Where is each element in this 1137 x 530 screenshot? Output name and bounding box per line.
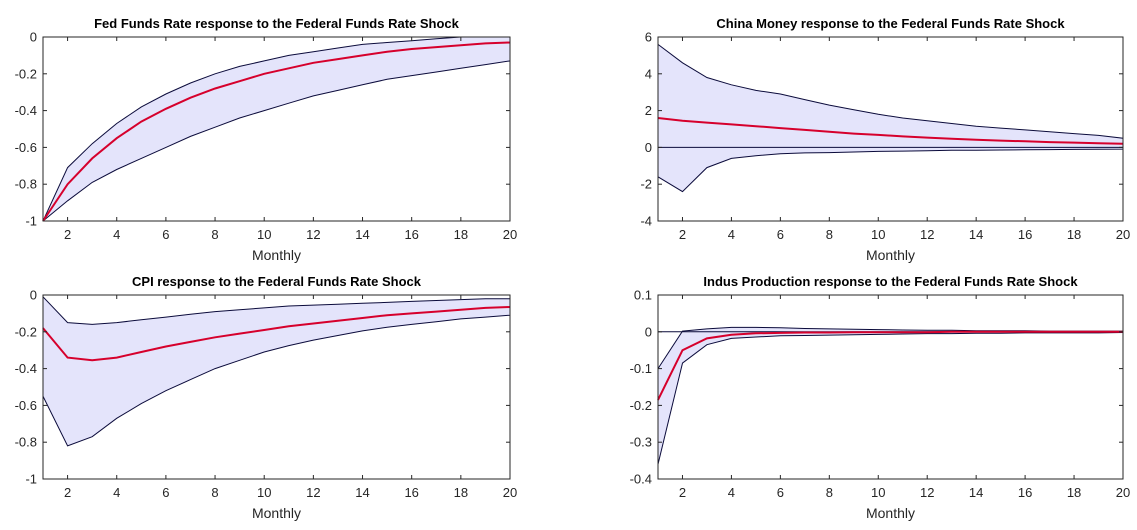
chart-title: CPI response to the Federal Funds Rate S… bbox=[132, 274, 422, 289]
x-tick-label: 16 bbox=[404, 227, 418, 242]
x-axis-label: Monthly bbox=[866, 247, 915, 263]
y-tick-label: 2 bbox=[645, 103, 652, 118]
x-tick-label: 8 bbox=[826, 227, 833, 242]
x-tick-label: 14 bbox=[969, 227, 983, 242]
x-tick-label: 12 bbox=[920, 485, 934, 500]
x-tick-label: 12 bbox=[920, 227, 934, 242]
y-tick-label: -0.2 bbox=[15, 66, 37, 81]
response-line bbox=[657, 117, 1124, 145]
x-tick-label: 2 bbox=[679, 485, 686, 500]
y-tick-label: -0.8 bbox=[15, 435, 37, 450]
chart-panel-3: 2 4 6 8 10 12 14 16 18 20 -1 -0.8 -0.6 -0.4 -0.2 0 CPI r… bbox=[15, 274, 518, 521]
x-tick-label: 10 bbox=[257, 227, 271, 242]
y-tick-label: -1 bbox=[25, 214, 37, 229]
x-axis-label: Monthly bbox=[252, 247, 301, 263]
x-tick-label: 20 bbox=[1116, 227, 1130, 242]
response-line bbox=[657, 330, 1123, 401]
y-tick-label: 0 bbox=[645, 140, 652, 155]
x-tick-label: 6 bbox=[777, 227, 784, 242]
y-tick-label: -1 bbox=[25, 472, 37, 487]
y-tick-label: 0.1 bbox=[634, 288, 652, 303]
plot-frame bbox=[42, 36, 511, 222]
y-tick-label: 4 bbox=[645, 66, 652, 81]
x-tick-label: 10 bbox=[871, 227, 885, 242]
confidence-band bbox=[657, 43, 1124, 193]
chart-title: Fed Funds Rate response to the Federal F… bbox=[94, 16, 460, 31]
x-axis-label: Monthly bbox=[252, 505, 301, 521]
x-tick-label: 20 bbox=[503, 227, 517, 242]
y-tick-label: -0.2 bbox=[630, 398, 652, 413]
y-tick-label: -0.3 bbox=[630, 435, 652, 450]
response-line bbox=[42, 306, 511, 362]
x-tick-label: 20 bbox=[503, 485, 517, 500]
x-tick-label: 8 bbox=[826, 485, 833, 500]
y-tick-label: 0 bbox=[30, 288, 37, 303]
x-tick-label: 4 bbox=[113, 485, 120, 500]
y-tick-label: -0.4 bbox=[15, 103, 37, 118]
x-tick-label: 20 bbox=[1116, 485, 1130, 500]
y-tick-label: -4 bbox=[640, 214, 652, 229]
y-tick-label: -0.6 bbox=[15, 140, 37, 155]
x-tick-label: 6 bbox=[162, 227, 169, 242]
plot-frame bbox=[657, 36, 1124, 222]
x-tick-label: 2 bbox=[679, 227, 686, 242]
x-axis-label: Monthly bbox=[866, 505, 915, 521]
y-tick-label: 6 bbox=[645, 30, 652, 45]
y-tick-label: -2 bbox=[640, 177, 652, 192]
chart-title: Indus Production response to the Federal… bbox=[703, 274, 1078, 289]
y-tick-label: -0.2 bbox=[15, 324, 37, 339]
chart-title: China Money response to the Federal Fund… bbox=[716, 16, 1065, 31]
x-tick-label: 18 bbox=[1067, 227, 1081, 242]
y-tick-label: -0.1 bbox=[630, 361, 652, 376]
x-tick-label: 18 bbox=[1067, 485, 1081, 500]
x-tick-label: 2 bbox=[64, 227, 71, 242]
response-line bbox=[42, 41, 511, 222]
x-tick-label: 14 bbox=[355, 485, 369, 500]
x-tick-label: 2 bbox=[64, 485, 71, 500]
chart-panel-2: 2 4 6 8 10 12 14 16 18 20 -4 -2 0 2 4 6 China Money resp… bbox=[640, 16, 1130, 263]
x-tick-label: 18 bbox=[454, 485, 468, 500]
y-tick-label: -0.4 bbox=[15, 361, 37, 376]
x-tick-label: 16 bbox=[1018, 485, 1032, 500]
x-tick-label: 4 bbox=[728, 485, 735, 500]
x-tick-label: 16 bbox=[1018, 227, 1032, 242]
x-tick-label: 4 bbox=[728, 227, 735, 242]
chart-panel-4: 2 4 6 8 10 12 14 16 18 20 -0.4 -0.3 -0.2 -0.1 0 0.1 Indu… bbox=[630, 274, 1131, 521]
y-tick-label: -0.4 bbox=[630, 472, 652, 487]
confidence-band bbox=[42, 295, 511, 447]
y-tick-label: -0.8 bbox=[15, 177, 37, 192]
y-tick-label: -0.6 bbox=[15, 398, 37, 413]
x-tick-label: 14 bbox=[969, 485, 983, 500]
x-tick-label: 8 bbox=[211, 485, 218, 500]
x-tick-label: 12 bbox=[306, 485, 320, 500]
x-tick-label: 14 bbox=[355, 227, 369, 242]
x-tick-label: 16 bbox=[404, 485, 418, 500]
x-tick-label: 12 bbox=[306, 227, 320, 242]
plot-frame bbox=[657, 294, 1124, 480]
y-tick-label: 0 bbox=[645, 324, 652, 339]
x-tick-label: 6 bbox=[162, 485, 169, 500]
x-tick-label: 6 bbox=[777, 485, 784, 500]
x-tick-label: 18 bbox=[454, 227, 468, 242]
x-tick-label: 4 bbox=[113, 227, 120, 242]
confidence-band bbox=[42, 36, 511, 222]
confidence-band bbox=[657, 326, 1124, 465]
x-tick-label: 10 bbox=[257, 485, 271, 500]
chart-panel-1: 2 4 6 8 10 12 14 16 18 20 -1 -0.8 -0.6 -0.4 -0.2 0 Fed F… bbox=[15, 16, 518, 263]
y-tick-label: 0 bbox=[30, 30, 37, 45]
x-tick-label: 8 bbox=[211, 227, 218, 242]
x-tick-label: 10 bbox=[871, 485, 885, 500]
plot-frame bbox=[42, 294, 511, 480]
